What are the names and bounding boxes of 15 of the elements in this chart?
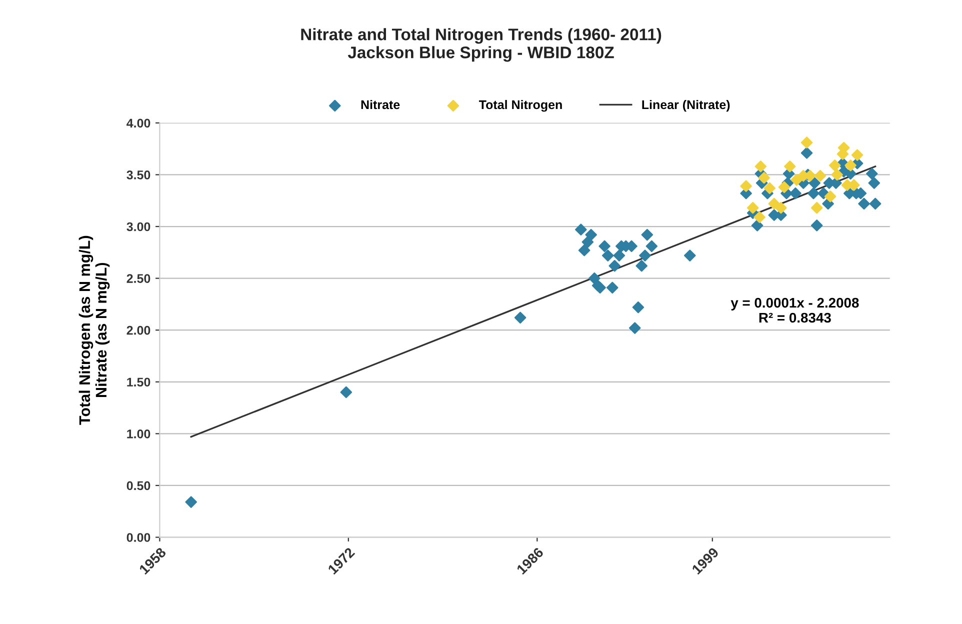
y-axis-title: Total Nitrogen (as N mg/L) Nitrate (as N mg/L): [78, 236, 110, 425]
legend-label: Linear (Nitrate): [642, 100, 730, 112]
y-tick-label: 0.50: [126, 481, 150, 490]
legend-label: Total Nitrogen: [478, 100, 562, 112]
y-tick-label: 1.50: [127, 378, 150, 387]
annotation: y = 0.0001x - 2.2008 R² = 0.8343: [730, 298, 859, 323]
y-tick-label: 2.00: [126, 326, 150, 335]
y-tick-label: 3.50: [126, 170, 150, 180]
y-tick-label: 1.00: [127, 429, 150, 438]
y-tick-label: 2.50: [126, 274, 150, 283]
chart-title: Nitrate and Total Nitrogen Trends (1960- 2011) Jackson Blue Spring - WBID 180Z: [301, 28, 662, 62]
legend-label: Nitrate: [361, 100, 400, 110]
y-tick-label: 0.00: [126, 533, 150, 542]
y-tick-label: 3.00: [126, 222, 150, 232]
y-tick-label: 4.00: [126, 118, 150, 128]
